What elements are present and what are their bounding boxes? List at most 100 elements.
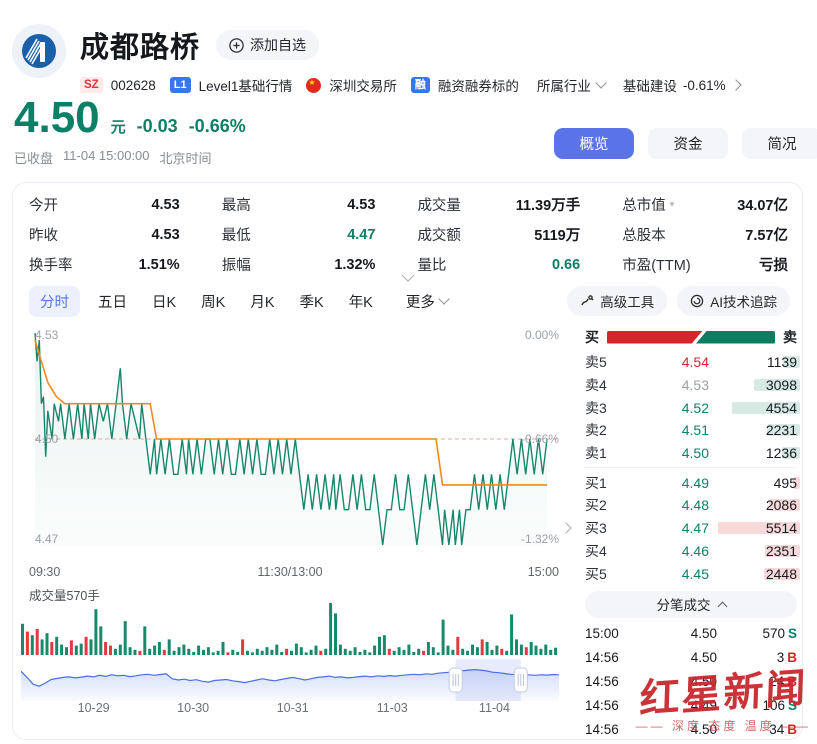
period-tab-季K[interactable]: 季K: [299, 294, 324, 311]
tick-trade-row[interactable]: 14:56 4.50 3 B: [585, 646, 797, 670]
svg-text:4.50: 4.50: [35, 432, 59, 446]
view-tab-简况[interactable]: 简况: [742, 128, 817, 159]
period-tab-日K[interactable]: 日K: [152, 294, 177, 311]
industry-name: 基础建设: [622, 79, 677, 94]
ai-tracking-button[interactable]: AI技术追踪: [677, 286, 790, 316]
buy-level-买1[interactable]: 买1 4.49 495: [585, 471, 800, 494]
add-watchlist-button[interactable]: 添加自选: [216, 30, 320, 60]
navigator-handle[interactable]: [448, 667, 463, 693]
volume-label: 成交量570手: [29, 589, 100, 603]
chevron-right-icon: [730, 79, 742, 91]
ai-tracking-icon: [691, 294, 704, 308]
buy-level-买5[interactable]: 买5 4.45 2448: [585, 562, 800, 585]
sell-level-卖1[interactable]: 卖1 4.50 1236: [585, 442, 800, 465]
buy-level-买2[interactable]: 买2 4.48 2086: [585, 494, 800, 517]
stats-expand-button[interactable]: [401, 267, 414, 285]
stat-value: 11.39万手: [515, 198, 581, 214]
level-name: 买1: [585, 474, 607, 491]
stats-grid: 今开 4.53 最高 4.53 成交量 11.39万手 总市值 ▾ 34.07亿 昨收 4.53 最低…: [29, 194, 788, 275]
current-price: 4.50: [14, 93, 100, 142]
sell-level-卖4[interactable]: 卖4 4.53 3098: [585, 374, 800, 397]
stat-value: 4.53: [151, 196, 180, 213]
svg-text:4.47: 4.47: [35, 532, 59, 546]
intraday-chart[interactable]: 4.53 4.50 4.47 0.00% -0.66% -1.32%: [21, 323, 559, 559]
chevron-down-icon: [595, 77, 607, 89]
tick-volume-value: 106: [762, 698, 785, 714]
level-name: 买3: [585, 520, 607, 537]
navigator-svg[interactable]: [20, 659, 560, 701]
tick-trade-row[interactable]: 14:56 4.49 106 S: [585, 694, 797, 718]
view-tab-概览[interactable]: 概览: [554, 128, 634, 159]
stat-label: 总市值 ▾: [622, 198, 675, 214]
level-volume-value: 1236: [765, 445, 797, 462]
level-price: 4.47: [681, 520, 709, 537]
advanced-tools-label: 高级工具: [600, 295, 655, 310]
level1-label: Level1基础行情: [198, 79, 293, 94]
exchange-label: 深圳交易所: [329, 79, 397, 94]
buy-level-买3[interactable]: 买3 4.47 5514: [585, 517, 800, 540]
sell-level-卖3[interactable]: 卖3 4.52 4554: [585, 396, 800, 419]
tick-side: S: [787, 698, 797, 714]
navigator-date: 11-03: [376, 701, 408, 715]
period-tab-分时[interactable]: 分时: [29, 285, 80, 317]
order-book-panel: 买 卖 卖5 4.54 1139 卖4 4.53 3098 卖3 4.52 4554 卖2 4.51…: [585, 329, 800, 742]
company-logo: [12, 24, 66, 78]
stat-value: 0.66: [551, 256, 581, 273]
level-name: 卖2: [585, 422, 607, 439]
chart-tools: 高级工具 AI技术追踪: [567, 286, 790, 316]
depth-bar: [765, 544, 800, 557]
tick-volume-value: 3: [776, 650, 785, 666]
stat-成交量: 成交量 11.39万手: [417, 194, 580, 215]
level-volume-value: 5514: [765, 520, 797, 537]
sell-level-卖5[interactable]: 卖5 4.54 1139: [585, 351, 800, 374]
ai-tracking-label: AI技术追踪: [710, 295, 777, 310]
advanced-tools-button[interactable]: 高级工具: [567, 286, 668, 316]
level-price: 4.49: [681, 474, 709, 491]
stat-最低: 最低 4.47: [222, 224, 376, 245]
sell-gauge-label: 卖: [783, 329, 797, 345]
quote-card: 今开 4.53 最高 4.53 成交量 11.39万手 总市值 ▾ 34.07亿 昨收 4.53 最低…: [12, 182, 803, 740]
company-logo-icon: [22, 34, 56, 68]
stat-总股本: 总股本 7.57亿: [622, 224, 788, 245]
industry-link[interactable]: 基础建设 -0.61%: [622, 75, 742, 95]
tick-time: 14:56: [585, 650, 619, 666]
quote-timezone: 北京时间: [159, 151, 212, 166]
period-tab-月K[interactable]: 月K: [250, 294, 275, 311]
depth-bar: [718, 522, 800, 535]
navigator-handle[interactable]: [513, 667, 528, 693]
tick-trades-toggle[interactable]: 分笔成交: [585, 590, 797, 618]
industry-dropdown[interactable]: 所属行业: [537, 75, 607, 95]
stat-总市值: 总市值 ▾ 34.07亿: [622, 194, 788, 215]
stat-成交额: 成交额 5119万: [417, 224, 580, 245]
level-price: 4.51: [681, 422, 709, 439]
stat-label: 成交量: [417, 198, 461, 214]
period-tab-年K[interactable]: 年K: [348, 294, 373, 311]
stat-今开: 今开 4.53: [29, 194, 180, 215]
view-tab-资金[interactable]: 资金: [648, 128, 728, 159]
volume-chart[interactable]: [21, 599, 559, 655]
tick-volume-value: 34: [769, 722, 785, 738]
stat-label: 最高: [221, 198, 251, 214]
intraday-chart-svg[interactable]: 4.53 4.50 4.47 0.00% -0.66% -1.32%: [21, 323, 559, 559]
buy-level-买4[interactable]: 买4 4.46 2351: [585, 540, 800, 563]
tick-time: 14:56: [585, 722, 619, 738]
period-tab-周K[interactable]: 周K: [201, 294, 226, 311]
sell-level-卖2[interactable]: 卖2 4.51 2231: [585, 419, 800, 442]
stat-label: 市盈(TTM): [622, 258, 691, 274]
book-collapse-button[interactable]: [560, 519, 572, 537]
chart-navigator[interactable]: [20, 659, 560, 701]
china-flag-icon: ★: [306, 77, 322, 93]
navigator-date: 10-31: [276, 701, 309, 715]
svg-text:-1.32%: -1.32%: [521, 532, 559, 546]
level1-badge: L1: [169, 77, 191, 93]
stat-label: 振幅: [221, 258, 251, 274]
tick-trade-row[interactable]: 14:56 4.50 24 B: [585, 670, 797, 694]
buy-gauge-label: 买: [585, 329, 599, 345]
tick-trade-row[interactable]: 15:00 4.50 570 S: [585, 622, 797, 646]
price-change-pct: -0.66%: [188, 116, 246, 136]
level-volume: 2231: [709, 422, 800, 438]
more-periods-dropdown[interactable]: 更多: [406, 291, 450, 312]
tick-trade-row[interactable]: 14:56 4.50 34 B: [585, 718, 797, 742]
stat-量比: 量比 0.66: [417, 254, 580, 275]
period-tab-五日[interactable]: 五日: [98, 294, 127, 311]
